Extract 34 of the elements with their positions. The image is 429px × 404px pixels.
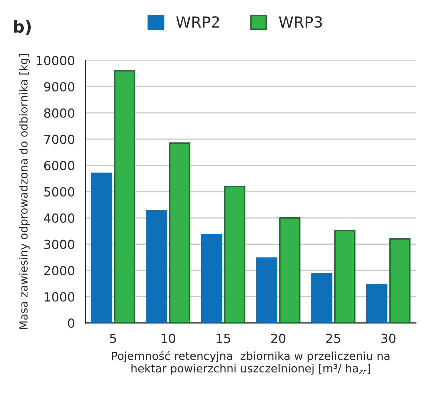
bar — [311, 273, 333, 324]
x-tick-label: 5 — [110, 334, 116, 344]
bar — [146, 210, 168, 324]
bar — [366, 284, 388, 324]
x-tick-label: 30 — [382, 334, 396, 344]
bar — [201, 234, 222, 324]
bar — [390, 238, 411, 324]
x-tick-label: 20 — [271, 334, 286, 344]
bar — [169, 142, 191, 324]
bar — [224, 186, 246, 324]
bar — [279, 217, 301, 324]
x-axis-title: Pojemność retencyjna zbiornika w przeliczeniu na hektar powierzchni uszczelnionej [m³/ ha$_{zr}$] — [112, 351, 390, 375]
x-tick-label: 15 — [216, 334, 230, 344]
y-tick-label: 5000 — [44, 187, 75, 197]
y-tick-label: 3000 — [44, 240, 75, 250]
bar — [114, 70, 136, 324]
y-axis-title: Masa zawiesiny odprowadzona do odbiornika [kg] — [19, 54, 30, 330]
legend-label: WRP2 — [176, 16, 220, 28]
x-tick-label: 25 — [326, 334, 340, 344]
y-tick-label: 10000 — [36, 56, 75, 66]
y-tick-label: 9000 — [44, 82, 75, 92]
y-tick-label: 8000 — [44, 108, 75, 118]
bar — [91, 172, 112, 324]
y-tick-label: 7000 — [44, 134, 75, 144]
chart-title: b) — [14, 20, 31, 36]
y-tick-label: 1000 — [44, 292, 75, 302]
bar — [334, 230, 356, 324]
y-tick-label: 4000 — [44, 214, 75, 224]
y-tick-label: 0 — [68, 318, 75, 328]
legend-label: WRP3 — [279, 16, 322, 28]
x-tick-label: 10 — [162, 334, 176, 344]
y-tick-label: 2000 — [44, 266, 75, 276]
bar — [256, 258, 278, 324]
y-tick-label: 6000 — [44, 161, 75, 171]
